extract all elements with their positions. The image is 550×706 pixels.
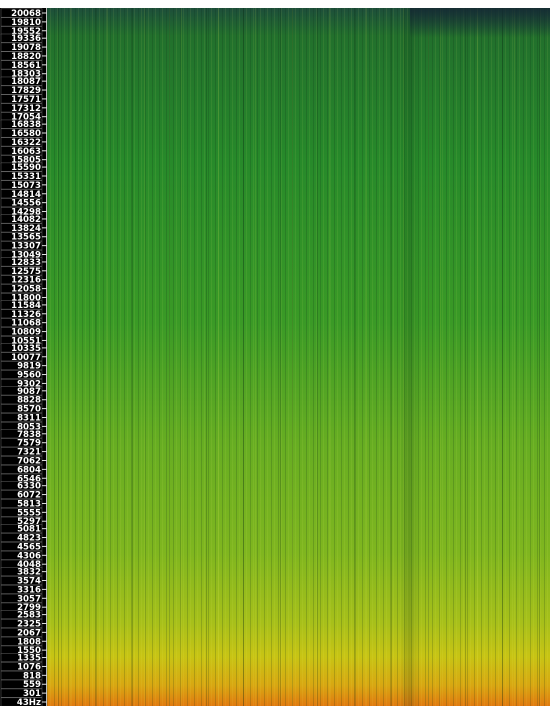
y-tick-label: 12575 [11, 267, 41, 277]
y-tick-label: 18561 [11, 61, 41, 71]
y-tick-label: 5555 [17, 508, 41, 518]
y-tick-label: 9560 [17, 371, 41, 381]
y-tick-label: 3057 [17, 594, 41, 604]
y-tick-label: 8570 [17, 405, 41, 415]
y-tick-label: 17054 [11, 113, 41, 123]
y-tick-label: 9819 [17, 362, 41, 372]
y-tick-label: 16580 [11, 129, 41, 139]
y-tick-label: 14298 [11, 208, 41, 218]
y-tick-label: 9087 [17, 387, 41, 397]
y-tick-label: 14556 [11, 199, 41, 209]
spectrogram-image [47, 8, 550, 706]
y-tick-label: 17312 [11, 104, 41, 114]
y-tick-label: 1335 [17, 654, 41, 664]
y-tick-label: 8828 [17, 396, 41, 406]
y-tick-label: 16322 [11, 138, 41, 148]
y-tick-label: 19078 [11, 43, 41, 53]
y-tick-label: 19336 [11, 34, 41, 44]
y-tick-label: 16838 [11, 120, 41, 130]
y-tick-label: 2325 [17, 619, 41, 629]
y-tick-label: 2067 [17, 628, 41, 638]
y-tick-label: 7321 [17, 448, 41, 458]
y-tick-label: 6072 [17, 491, 41, 501]
y-tick-label: 5081 [17, 525, 41, 535]
y-tick-label: 4565 [17, 542, 41, 552]
y-tick-label: 14814 [11, 190, 41, 200]
y-tick-label: 3316 [17, 585, 41, 595]
y-tick-label: 301 [23, 689, 41, 699]
y-tick-label: 18087 [11, 77, 41, 87]
y-tick-label: 7579 [17, 439, 41, 449]
y-tick-label: 11326 [11, 310, 41, 320]
y-tick-label: 13307 [11, 242, 41, 252]
y-tick-label: 18820 [11, 52, 41, 62]
y-tick-label: 19810 [11, 18, 41, 28]
y-tick-label: 5813 [17, 499, 41, 509]
y-tick-label: 9302 [17, 379, 41, 389]
y-tick-label: 17571 [11, 95, 41, 105]
y-tick-label: 8053 [17, 422, 41, 432]
y-tick-label: 16063 [11, 147, 41, 157]
y-tick-label: 2799 [17, 603, 41, 613]
y-tick-label: 13049 [11, 251, 41, 261]
y-tick-label: 5297 [17, 517, 41, 527]
y-tick-label: 15073 [11, 181, 41, 191]
y-tick-label: 19552 [11, 27, 41, 37]
y-tick-label: 13565 [11, 233, 41, 243]
y-tick-label: 12058 [11, 285, 41, 295]
y-tick-label: 14082 [11, 215, 41, 225]
y-tick-label: 10335 [11, 344, 41, 354]
y-tick-label: 12316 [11, 276, 41, 286]
y-tick-label: 10077 [11, 353, 41, 363]
y-tick-label: 2583 [17, 611, 41, 621]
y-tick-label: 3832 [17, 568, 41, 578]
y-tick-label: 4823 [17, 534, 41, 544]
y-tick-label: 1808 [17, 637, 41, 647]
y-tick-label: 6330 [17, 482, 41, 492]
y-tick-label: 4048 [17, 560, 41, 570]
y-tick-label: 20068 [11, 9, 41, 19]
y-tick-label: 11800 [11, 293, 41, 303]
y-tick-label: 15805 [11, 156, 41, 166]
y-tick-label: 15331 [11, 172, 41, 182]
y-tick-label: 6546 [17, 474, 41, 484]
y-tick-label: 18303 [11, 70, 41, 80]
y-tick-label: 13824 [11, 224, 41, 234]
y-tick-label: 6804 [17, 465, 41, 475]
y-tick-label: 11068 [11, 319, 41, 329]
y-tick-label: 559 [23, 680, 41, 690]
y-tick-label: 43Hz [17, 698, 41, 706]
y-tick-label: 1076 [17, 662, 41, 672]
y-tick-label: 7062 [17, 456, 41, 466]
y-tick-label: 8311 [17, 414, 41, 424]
y-tick-label: 4306 [17, 551, 41, 561]
y-tick-label: 10809 [11, 328, 41, 338]
y-tick-label: 12833 [11, 258, 41, 268]
y-tick-label: 10551 [11, 336, 41, 346]
y-tick-label: 1550 [17, 646, 41, 656]
y-tick-label: 7838 [17, 430, 41, 440]
y-tick-label: 15590 [11, 163, 41, 173]
y-tick-label: 818 [23, 671, 41, 681]
y-tick-label: 3574 [17, 577, 41, 587]
y-tick-label: 11584 [11, 301, 41, 311]
y-tick-label: 17829 [11, 86, 41, 96]
